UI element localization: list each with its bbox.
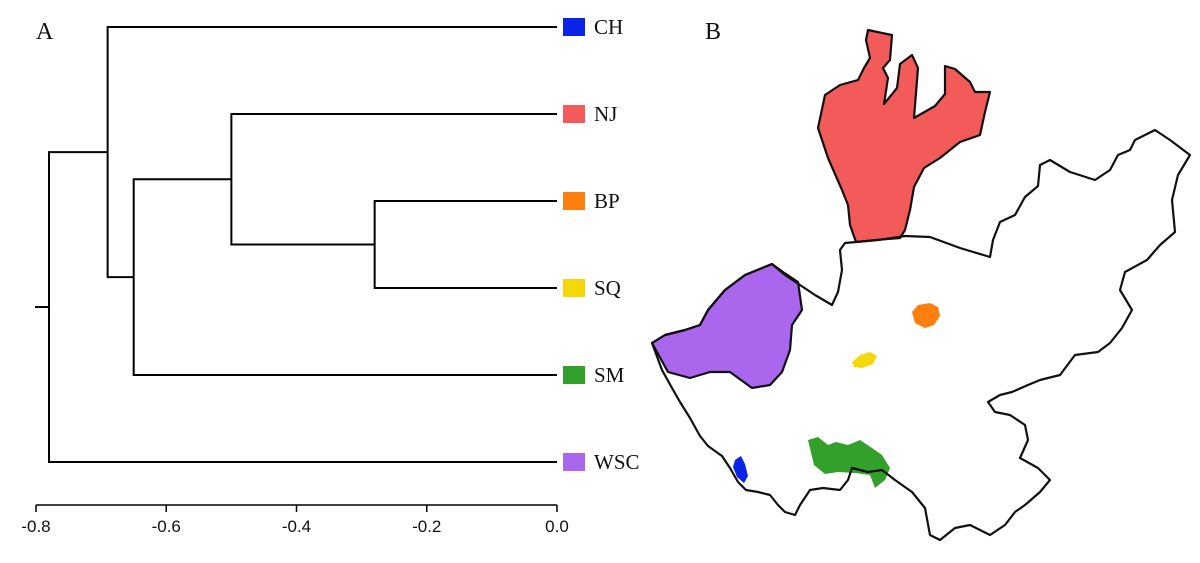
swatch-wsc: [563, 453, 585, 471]
region-wsc: [650, 262, 804, 390]
x-tick-label: 0.0: [545, 517, 569, 536]
swatch-nj: [563, 105, 585, 123]
x-tick-label: -0.6: [152, 517, 181, 536]
leaf-label-ch: CH: [594, 15, 623, 39]
region-sm: [808, 437, 890, 488]
dendrogram: CH NJ BP SQ SM WSC: [35, 15, 640, 474]
swatch-sm: [563, 366, 585, 384]
swatch-bp: [563, 192, 585, 210]
region-ch: [733, 456, 748, 483]
leaf-label-bp: BP: [594, 189, 620, 213]
leaf-label-sm: SM: [594, 363, 625, 387]
branch-m5: [48, 151, 557, 463]
x-tick-label: -0.8: [21, 517, 50, 536]
x-tick-label: -0.4: [282, 517, 311, 536]
branch-m3: [132, 178, 557, 376]
swatch-ch: [563, 18, 585, 36]
panel-label-a: A: [36, 19, 54, 45]
leaf-label-nj: NJ: [594, 102, 617, 126]
branch-m4: [106, 26, 557, 279]
swatch-sq: [563, 279, 585, 297]
branch-m1: [373, 200, 557, 289]
region-sq: [852, 352, 877, 368]
panel-label-b: B: [705, 19, 721, 45]
region-bp: [912, 303, 940, 328]
boundary-outline: [650, 128, 1192, 542]
x-tick-label: -0.2: [412, 517, 441, 536]
x-axis: -0.8 -0.6 -0.4 -0.2 0.0: [21, 504, 569, 536]
region-map: [650, 28, 1192, 542]
leaf-label-sq: SQ: [594, 276, 621, 300]
leaf-label-wsc: WSC: [594, 450, 640, 474]
region-nj: [816, 28, 992, 244]
branch-m2: [230, 113, 557, 246]
